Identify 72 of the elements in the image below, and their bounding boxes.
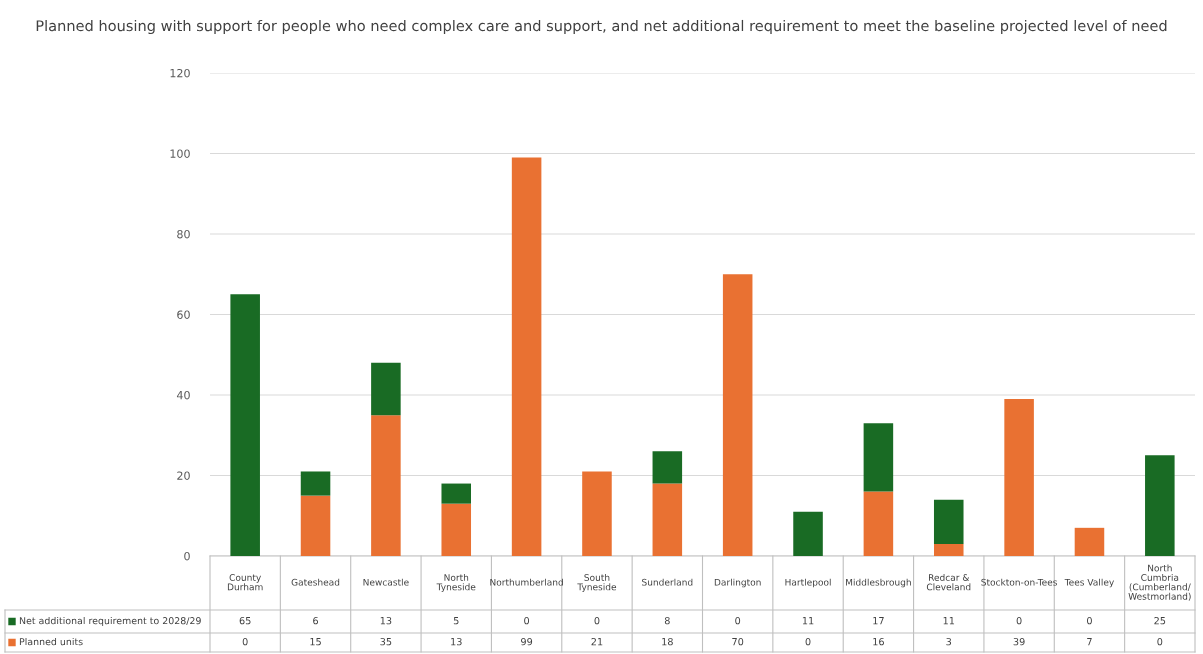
legend-label: Planned units <box>19 637 83 646</box>
data-label: 0 <box>1087 616 1092 625</box>
bar <box>441 503 472 556</box>
bar <box>300 495 331 556</box>
bar <box>652 483 683 556</box>
x-tick-label: Newcastle <box>363 578 409 586</box>
data-label: 11 <box>802 617 814 625</box>
chart-title: Planned housing with support for people who need complex care and support, and net additional requirement to meet the baseline projected level of need <box>36 19 1167 35</box>
y-tick-label: 0 <box>184 551 190 561</box>
y-tick-label: 100 <box>170 149 190 158</box>
data-label: 17 <box>873 617 884 625</box>
bar <box>933 499 964 544</box>
bar <box>793 511 823 556</box>
x-tick-label: Hartlepool <box>785 578 831 588</box>
data-label: 0 <box>242 637 248 646</box>
bar <box>933 543 964 556</box>
data-label: 8 <box>664 616 670 625</box>
bar <box>863 423 894 492</box>
data-label: 65 <box>239 616 251 625</box>
bar <box>1074 527 1105 556</box>
y-tick-label: 40 <box>176 390 190 400</box>
bar <box>863 491 894 556</box>
data-label: 0 <box>524 616 530 625</box>
data-label: 3 <box>946 637 952 646</box>
data-label: 25 <box>1154 616 1166 625</box>
data-label: 16 <box>873 637 884 646</box>
bar <box>1145 455 1175 556</box>
data-label: 99 <box>521 637 533 646</box>
data-label: 5 <box>453 617 459 625</box>
y-tick-label: 80 <box>177 229 190 239</box>
x-tick-label: North Tyneside <box>436 573 476 593</box>
legend-label: Net additional requirement to 2028/29 <box>19 616 201 627</box>
data-label: 0 <box>735 616 741 625</box>
y-tick-label: 120 <box>170 68 190 78</box>
x-tick-label: Gateshead <box>291 578 340 586</box>
y-tick-label: 60 <box>177 310 190 319</box>
data-label: 0 <box>594 616 600 625</box>
data-label: 0 <box>1157 637 1163 646</box>
data-label: 0 <box>1016 616 1022 625</box>
data-label: 39 <box>1013 637 1025 646</box>
data-label: 13 <box>380 616 392 625</box>
x-tick-label: South Tyneside <box>577 573 617 593</box>
x-tick-label: Sunderland <box>642 578 693 586</box>
bar <box>371 362 401 416</box>
bar <box>371 415 401 556</box>
x-tick-label: County Durham <box>227 574 263 591</box>
x-tick-label: Stockton-on-Tees <box>981 578 1057 586</box>
data-label: 0 <box>805 637 811 646</box>
y-tick-label: 20 <box>177 471 190 480</box>
bar <box>300 471 331 496</box>
data-label: 18 <box>662 637 673 646</box>
data-label: 13 <box>451 637 462 646</box>
data-label: 21 <box>591 637 603 646</box>
bar <box>582 471 612 556</box>
bar <box>1004 399 1034 556</box>
bar <box>511 157 542 556</box>
bar <box>441 483 472 504</box>
data-label: 6 <box>313 616 319 625</box>
data-label: 7 <box>1087 638 1092 646</box>
bar <box>652 451 683 484</box>
x-tick-label: Redcar & Cleveland <box>926 573 971 591</box>
x-tick-label: Middlesbrough <box>846 578 911 588</box>
bar <box>230 294 260 556</box>
data-label: 11 <box>943 617 955 625</box>
x-tick-label: North Cumbria (Cumberland/ Westmorland) <box>1128 564 1191 601</box>
data-label: 35 <box>380 637 392 646</box>
x-tick-label: Northumberland <box>490 578 563 586</box>
x-tick-label: Darlington <box>714 578 761 588</box>
x-tick-label: Tees Valley <box>1064 578 1114 588</box>
bar <box>722 274 753 556</box>
data-label: 70 <box>732 637 744 646</box>
data-label: 15 <box>310 638 321 646</box>
